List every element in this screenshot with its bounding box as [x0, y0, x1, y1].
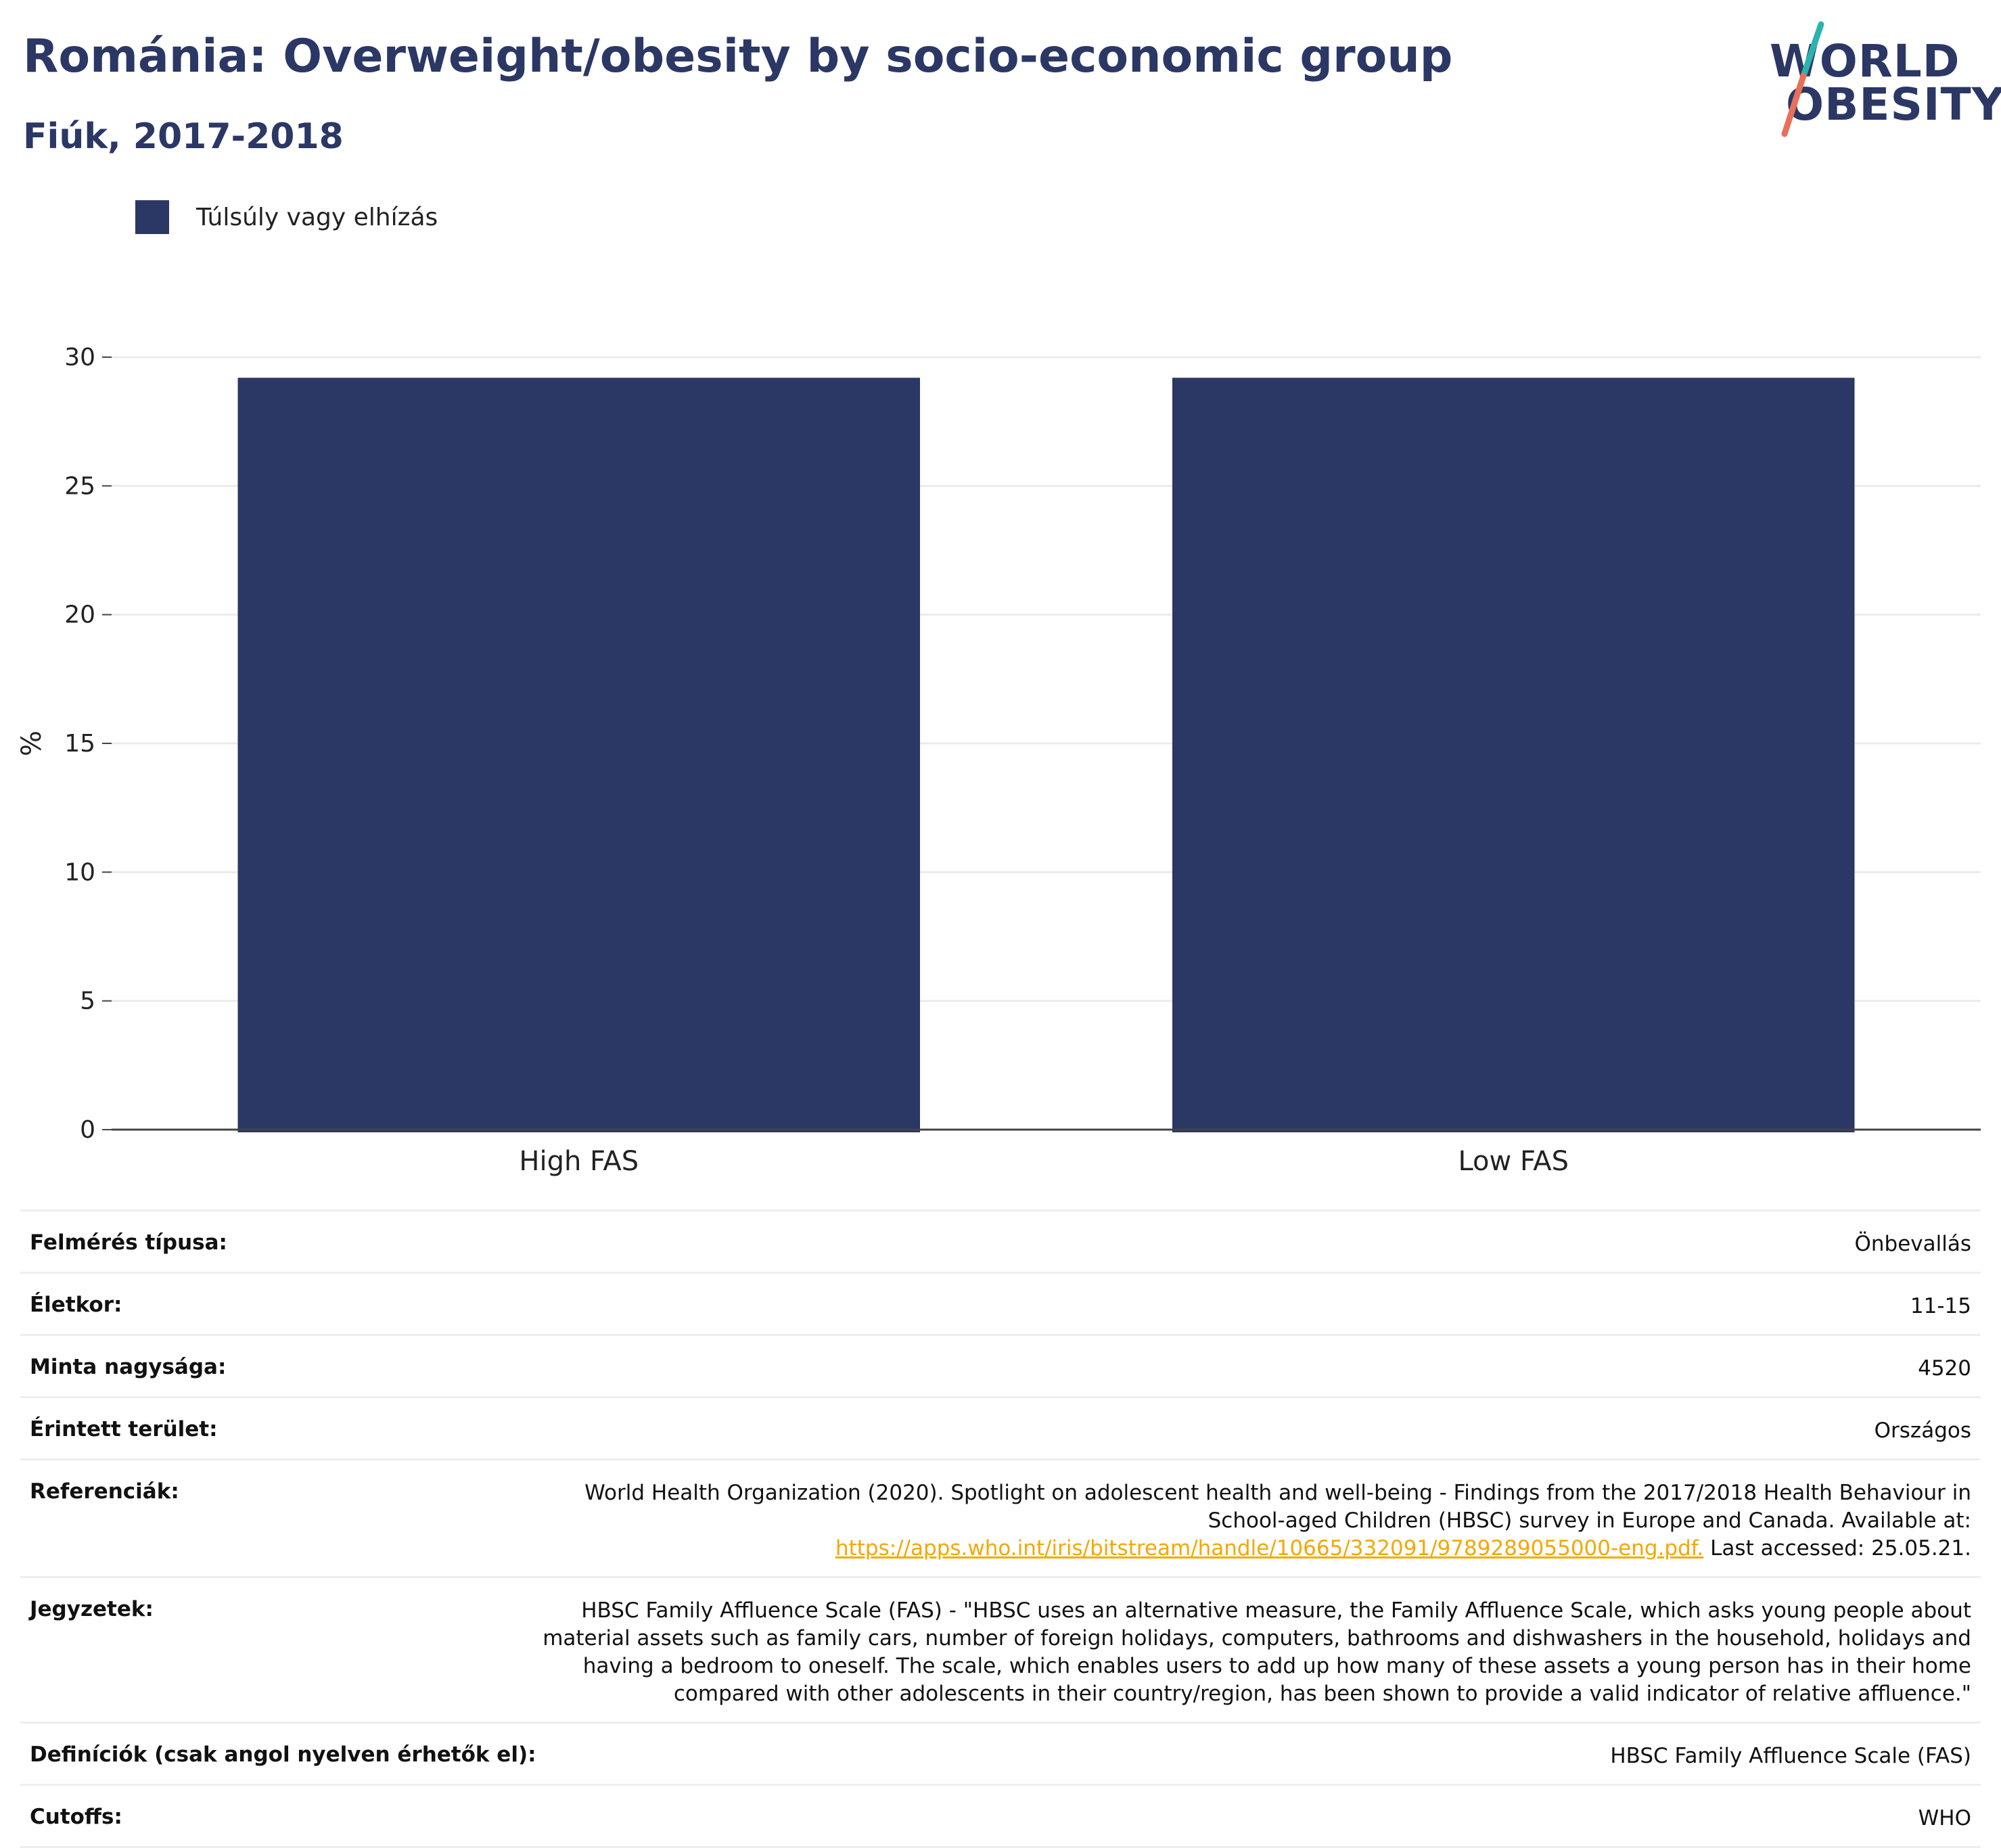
world-obesity-logo: WORLD OBESITY: [1759, 19, 2001, 147]
info-label: Referenciák:: [30, 1479, 179, 1504]
y-tick-label: 30: [64, 344, 95, 371]
info-row: Referenciák: World Health Organization (2…: [20, 1460, 1981, 1578]
info-value: 11-15: [1910, 1294, 1971, 1318]
info-label: Jegyzetek:: [30, 1597, 154, 1621]
logo-slash-icon: [1781, 21, 1824, 137]
info-label: Életkor:: [30, 1293, 122, 1317]
info-value: Országos: [1874, 1418, 1971, 1443]
y-tick-label: 5: [80, 988, 95, 1015]
info-label: Definíciók (csak angol nyelven érhetők e…: [30, 1742, 536, 1767]
y-tick-label: 10: [64, 858, 95, 886]
reference-link[interactable]: https://apps.who.int/iris/bitstream/hand…: [835, 1536, 1704, 1561]
info-value: HBSC Family Affluence Scale (FAS) - "HBS…: [543, 1597, 1971, 1708]
info-row: Minta nagysága: 4520: [20, 1336, 1981, 1398]
info-label: Minta nagysága:: [30, 1355, 227, 1379]
y-tick-label: 15: [64, 730, 95, 758]
legend-swatch: [135, 200, 169, 234]
info-value-line: compared with other adolescents in their…: [673, 1682, 1971, 1706]
reference-suffix: Last accessed: 25.05.21.: [1703, 1536, 1971, 1561]
info-label: Felmérés típusa:: [30, 1230, 227, 1255]
page-title: Románia: Overweight/obesity by socio-eco…: [23, 30, 1453, 83]
bar: [1172, 377, 1855, 1132]
info-row: Életkor: 11-15: [20, 1274, 1981, 1336]
info-row: Érintett terület: Országos: [20, 1398, 1981, 1460]
info-value-line: World Health Organization (2020). Spotli…: [584, 1481, 1971, 1505]
info-value-line: material assets such as family cars, num…: [543, 1626, 1971, 1650]
info-value-line: HBSC Family Affluence Scale (FAS) - "HBS…: [581, 1598, 1971, 1623]
info-value: World Health Organization (2020). Spotli…: [584, 1479, 1971, 1563]
x-tick-label: High FAS: [519, 1146, 639, 1177]
info-label: Érintett terület:: [30, 1417, 218, 1441]
info-value: HBSC Family Affluence Scale (FAS): [1610, 1744, 1971, 1768]
info-value-line: having a bedroom to oneself. The scale, …: [582, 1654, 1971, 1678]
info-label: Cutoffs:: [30, 1805, 122, 1829]
info-value-line: School-aged Children (HBSC) survey in Eu…: [1208, 1508, 1971, 1533]
y-tick-label: 20: [64, 601, 95, 629]
bar: [237, 377, 920, 1132]
metadata-table: Felmérés típusa: Önbevallás Életkor: 11-15 M…: [20, 1209, 1981, 1848]
legend-label: Túlsúly vagy elhízás: [196, 203, 438, 231]
x-tick-label: Low FAS: [1458, 1146, 1569, 1177]
info-row: Definíciók (csak angol nyelven érhetők e…: [20, 1724, 1981, 1786]
info-value: WHO: [1918, 1806, 1971, 1830]
chart-legend: Túlsúly vagy elhízás: [135, 200, 438, 234]
y-tick-label: 25: [64, 472, 95, 500]
page-subtitle: Fiúk, 2017-2018: [23, 116, 344, 157]
info-row: Cutoffs: WHO: [20, 1786, 1981, 1848]
info-row: Jegyzetek: HBSC Family Affluence Scale (F…: [20, 1578, 1981, 1724]
info-value: 4520: [1918, 1356, 1971, 1381]
logo-text-obesity: OBESITY: [1786, 78, 2001, 131]
y-axis-title: %: [16, 731, 47, 756]
info-value: Önbevallás: [1854, 1232, 1971, 1256]
y-tick-label: 0: [80, 1116, 95, 1144]
info-row: Felmérés típusa: Önbevallás: [20, 1211, 1981, 1274]
reference-line: https://apps.who.int/iris/bitstream/hand…: [584, 1535, 1971, 1563]
bar-chart: 0 5 10 15 20 25 30% High FAS Low FAS: [16, 344, 1981, 1177]
